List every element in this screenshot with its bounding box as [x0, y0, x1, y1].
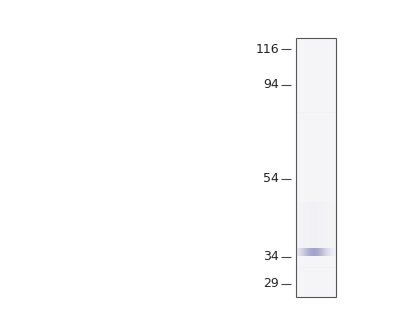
- Bar: [307, 248, 308, 257]
- Bar: [327, 202, 328, 248]
- Bar: [299, 248, 300, 257]
- Bar: [313, 248, 314, 257]
- Bar: [305, 248, 306, 257]
- Bar: [331, 248, 332, 257]
- Bar: [311, 248, 312, 257]
- Bar: [296, 38, 336, 297]
- Bar: [312, 248, 313, 257]
- Bar: [303, 248, 304, 257]
- Bar: [300, 248, 301, 257]
- Text: 34: 34: [264, 251, 279, 264]
- Text: 116: 116: [256, 43, 279, 56]
- Bar: [303, 202, 304, 248]
- Bar: [325, 202, 326, 248]
- Bar: [315, 248, 316, 257]
- Bar: [310, 202, 311, 248]
- Bar: [320, 202, 321, 248]
- Bar: [334, 248, 335, 257]
- Bar: [326, 202, 327, 248]
- Bar: [325, 248, 326, 257]
- Bar: [327, 248, 328, 257]
- Bar: [313, 202, 314, 248]
- Bar: [299, 202, 300, 248]
- Bar: [302, 202, 303, 248]
- Bar: [321, 202, 322, 248]
- Bar: [302, 248, 303, 257]
- Bar: [317, 248, 318, 257]
- Bar: [323, 248, 324, 257]
- Text: 29: 29: [264, 277, 279, 290]
- Bar: [322, 202, 323, 248]
- Bar: [326, 248, 327, 257]
- Bar: [304, 202, 305, 248]
- Bar: [316, 202, 317, 248]
- Bar: [330, 248, 331, 257]
- Bar: [312, 202, 313, 248]
- Bar: [334, 202, 335, 248]
- Bar: [329, 248, 330, 257]
- Bar: [321, 248, 322, 257]
- Bar: [318, 248, 319, 257]
- Bar: [296, 202, 297, 248]
- Bar: [319, 248, 320, 257]
- Bar: [332, 248, 333, 257]
- Bar: [298, 202, 299, 248]
- Bar: [300, 202, 301, 248]
- Bar: [330, 202, 331, 248]
- Bar: [301, 248, 302, 257]
- Bar: [323, 202, 324, 248]
- Bar: [301, 202, 302, 248]
- Bar: [308, 248, 309, 257]
- Bar: [309, 248, 310, 257]
- Bar: [335, 248, 336, 257]
- Bar: [324, 248, 325, 257]
- Bar: [310, 248, 311, 257]
- Bar: [320, 248, 321, 257]
- Bar: [333, 202, 334, 248]
- Bar: [307, 202, 308, 248]
- Bar: [316, 248, 317, 257]
- Bar: [315, 202, 316, 248]
- Bar: [322, 248, 323, 257]
- Text: 94: 94: [264, 78, 279, 91]
- Bar: [297, 202, 298, 248]
- Bar: [335, 202, 336, 248]
- Bar: [314, 202, 315, 248]
- Bar: [328, 248, 329, 257]
- Bar: [314, 248, 315, 257]
- Bar: [324, 202, 325, 248]
- Text: 54: 54: [263, 172, 279, 185]
- Bar: [305, 202, 306, 248]
- Bar: [317, 202, 318, 248]
- Bar: [328, 202, 329, 248]
- Bar: [311, 202, 312, 248]
- Bar: [332, 202, 333, 248]
- Bar: [309, 202, 310, 248]
- Bar: [298, 248, 299, 257]
- Bar: [329, 202, 330, 248]
- Bar: [319, 202, 320, 248]
- Bar: [331, 202, 332, 248]
- Bar: [306, 248, 307, 257]
- Bar: [333, 248, 334, 257]
- Bar: [304, 248, 305, 257]
- Bar: [306, 202, 307, 248]
- Bar: [297, 248, 298, 257]
- Bar: [296, 248, 297, 257]
- Bar: [308, 202, 309, 248]
- Bar: [318, 202, 319, 248]
